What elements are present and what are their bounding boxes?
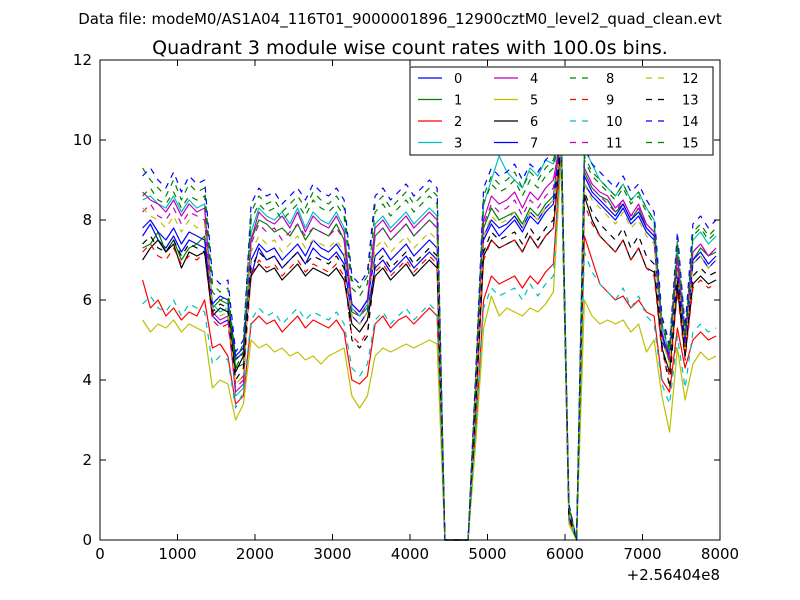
- legend-label-11: 11: [606, 137, 623, 152]
- legend-label-6: 6: [530, 115, 538, 130]
- y-tick-label: 10: [73, 131, 92, 149]
- x-tick-label: 8000: [701, 545, 739, 563]
- y-tick-label: 8: [82, 211, 92, 229]
- series-line-0: [142, 139, 717, 541]
- legend-label-14: 14: [682, 115, 699, 130]
- series-line-8: [142, 127, 717, 541]
- figure-suptitle: Data file: modeM0/AS1A04_116T01_90000018…: [78, 10, 722, 29]
- legend-label-10: 10: [606, 115, 623, 130]
- series-line-4: [142, 135, 717, 541]
- y-tick-label: 2: [82, 451, 92, 469]
- x-tick-label: 1000: [158, 545, 196, 563]
- axes-layer: 0 1000 2000 3000 4000 5000 6000 7000 80000246810…: [73, 51, 739, 563]
- series-line-7: [142, 135, 717, 541]
- legend-label-15: 15: [682, 137, 699, 152]
- legend-label-8: 8: [606, 72, 614, 87]
- y-tick-label: 12: [73, 51, 92, 69]
- series-line-9: [142, 143, 717, 541]
- legend-label-7: 7: [530, 137, 538, 152]
- x-tick-label: 7000: [623, 545, 661, 563]
- legend-label-2: 2: [454, 115, 462, 130]
- legend-label-0: 0: [454, 72, 462, 87]
- series-layer: [142, 119, 717, 541]
- y-tick-label: 6: [82, 291, 92, 309]
- series-line-15: [142, 131, 717, 541]
- legend-box: [409, 66, 714, 156]
- series-line-13: [142, 143, 717, 541]
- x-tick-label: 3000: [313, 545, 351, 563]
- legend-label-1: 1: [454, 94, 462, 109]
- x-tick-label: 0: [95, 545, 105, 563]
- y-tick-label: 0: [82, 531, 92, 549]
- chart-title: Quadrant 3 module wise count rates with …: [152, 37, 668, 59]
- series-line-5: [142, 159, 717, 541]
- legend-label-3: 3: [454, 137, 462, 152]
- x-tick-label: 2000: [236, 545, 274, 563]
- x-offset-label: +2.56404e8: [627, 566, 720, 584]
- legend-label-12: 12: [682, 72, 699, 87]
- x-tick-label: 4000: [391, 545, 429, 563]
- legend-label-9: 9: [606, 94, 614, 109]
- legend-label-5: 5: [530, 94, 538, 109]
- y-tick-label: 4: [82, 371, 92, 389]
- series-line-12: [142, 143, 717, 541]
- series-line-11: [142, 139, 717, 541]
- x-tick-label: 5000: [468, 545, 506, 563]
- legend-label-13: 13: [682, 94, 699, 109]
- series-line-2: [142, 147, 717, 541]
- x-tick-label: 6000: [546, 545, 584, 563]
- legend-label-4: 4: [530, 72, 538, 87]
- series-line-14: [142, 119, 717, 541]
